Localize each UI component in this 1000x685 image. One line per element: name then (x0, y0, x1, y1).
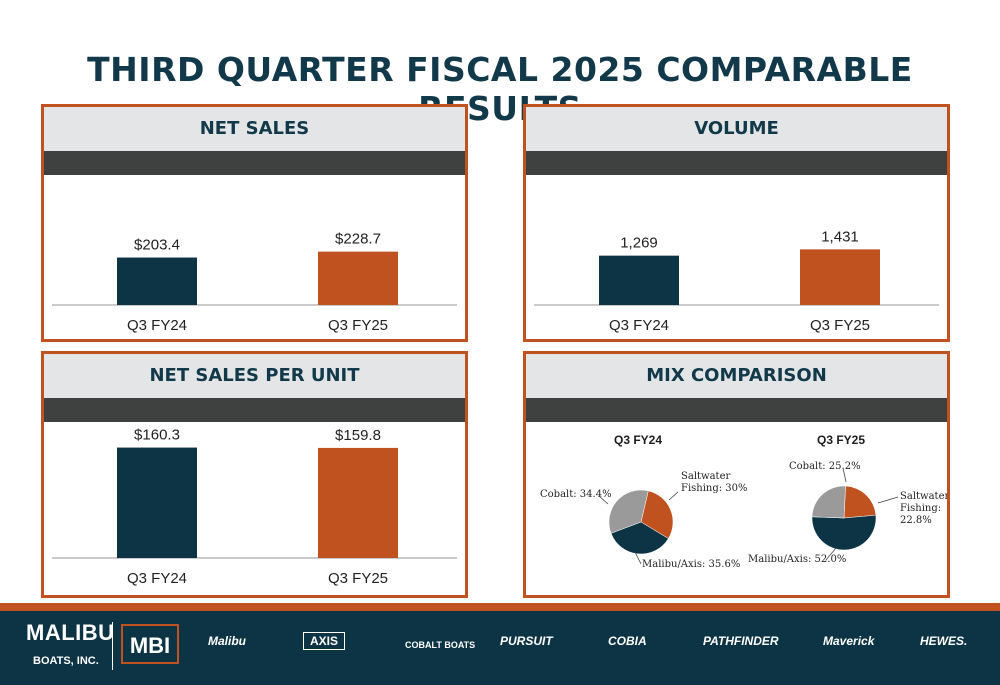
volume-chart: 1,269 Q3 FY24 1,431 Q3 FY25 (534, 228, 939, 334)
per_unit-tick-label-1: Q3 FY25 (328, 570, 388, 587)
mix_fy25-slice-label-2: Cobalt: 25.2% (789, 461, 861, 472)
brand-cobia-logo: COBIA (608, 634, 647, 648)
mix_fy25-slice-1 (811, 514, 877, 551)
net-sales-title: NET SALES (44, 107, 465, 151)
mix-panel: MIX COMPARISON Q3 FY24 Saltwater Fishing: … (523, 351, 950, 598)
mix_fy24-leader-1 (634, 551, 642, 565)
volume-tick-label-1: Q3 FY25 (810, 317, 870, 334)
mix_fy24-leader-2 (598, 495, 609, 505)
volume-data-label-1: 1,431 (821, 228, 859, 245)
mix_fy25-leader-1 (825, 547, 837, 561)
per-unit-panel: NET SALES PER UNIT $160.3 Q3 FY24 $159.8 Q3… (41, 351, 468, 598)
per_unit-data-label-0: $160.3 (134, 427, 180, 444)
net-sales-chart: $203.4 Q3 FY24 $228.7 Q3 FY25 (52, 231, 457, 334)
mix_fy24-slice-label-0: Saltwater Fishing: 30% (681, 471, 748, 494)
mbi-logo: MBI (121, 624, 179, 664)
malibu-boats-logo: MALIBU (26, 620, 115, 645)
per_unit-data-label-1: $159.8 (335, 427, 381, 444)
mix_fy25-leader-2 (842, 467, 847, 483)
brand-cobalt-logo: COBALT BOATS (405, 640, 476, 650)
malibu-boats-logo-sub: BOATS, INC. (33, 655, 99, 667)
brand-hewes-logo: HEWES. (920, 634, 968, 648)
net_sales-data-label-0: $203.4 (134, 237, 180, 254)
brand-axis-wrap: AXIS (303, 632, 346, 650)
net_sales-tick-label-0: Q3 FY24 (127, 317, 187, 334)
mix_fy24-slice-label-1: Malibu/Axis: 35.6% (642, 559, 740, 570)
volume-bar-1 (800, 249, 880, 305)
net_sales-bar-1 (318, 251, 398, 305)
per-unit-chart: $160.3 Q3 FY24 $159.8 Q3 FY25 (52, 427, 457, 587)
volume-bar-0 (599, 255, 679, 305)
mix_fy25-slice-label-1: Malibu/Axis: 52.0% (748, 554, 846, 565)
per_unit-tick-label-0: Q3 FY24 (127, 570, 187, 587)
mix-title: MIX COMPARISON (526, 354, 947, 398)
net_sales-bar-0 (117, 257, 197, 305)
mix_fy25-leader-0 (877, 496, 899, 504)
footer-bar (0, 611, 1000, 685)
mix_fy25-slice-label-0: Saltwater Fishing: 22.8% (900, 491, 947, 526)
volume-band (526, 151, 947, 175)
mix_fy24-slice-2 (608, 489, 649, 534)
footer-divider (112, 622, 113, 670)
volume-tick-label-0: Q3 FY24 (609, 317, 669, 334)
brand-malibu-logo: Malibu (208, 634, 246, 648)
volume-title: VOLUME (526, 107, 947, 151)
mix-chart: Q3 FY24 Saltwater Fishing: 30% Malibu/Axis:… (540, 433, 947, 570)
volume-panel: VOLUME 1,269 Q3 FY24 1,431 Q3 FY25 (523, 104, 950, 342)
net-sales-panel: NET SALES $203.4 Q3 FY24 $228.7 Q3 FY25 (41, 104, 468, 342)
footer-stripe (0, 603, 1000, 611)
mix_fy25-slice-0 (843, 485, 877, 519)
mix-band (526, 398, 947, 422)
mix_fy25-slice-2 (811, 485, 846, 519)
volume-data-label-0: 1,269 (620, 235, 658, 252)
brand-pathfinder-logo: PATHFINDER (703, 634, 779, 648)
brand-axis-logo: AXIS (303, 632, 346, 650)
mix_fy24-slice-1 (610, 521, 669, 555)
mix_fy24-slice-label-2: Cobalt: 34.4% (540, 489, 612, 500)
net_sales-tick-label-1: Q3 FY25 (328, 317, 388, 334)
mix_fy24-title: Q3 FY24 (614, 433, 662, 447)
mix_fy24-leader-0 (668, 491, 679, 501)
mix_fy25-title: Q3 FY25 (817, 433, 865, 447)
net-sales-band (44, 151, 465, 175)
per_unit-bar-0 (117, 447, 197, 558)
per_unit-bar-1 (318, 447, 398, 558)
per-unit-band (44, 398, 465, 422)
net_sales-data-label-1: $228.7 (335, 231, 381, 248)
brand-pursuit-logo: PURSUIT (500, 634, 553, 648)
per-unit-title: NET SALES PER UNIT (44, 354, 465, 398)
brand-maverick-logo: Maverick (823, 634, 875, 648)
